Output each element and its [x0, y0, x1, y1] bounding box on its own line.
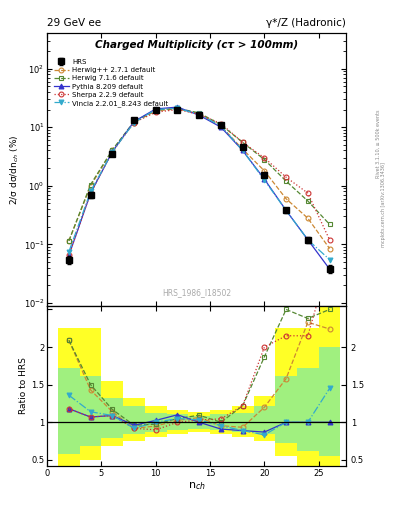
Line: Pythia 8.209 default: Pythia 8.209 default [66, 104, 332, 271]
Pythia 8.209 default [305, 237, 310, 243]
Herwig 7.1.6 default [284, 178, 288, 184]
Vincia 2.2.01_8.243 default [327, 257, 332, 263]
Text: HRS_1986_I18502: HRS_1986_I18502 [162, 288, 231, 297]
Vincia 2.2.01_8.243 default [110, 148, 115, 155]
Pythia 8.209 default [110, 148, 115, 155]
Herwig++ 2.7.1 default [240, 146, 245, 153]
Herwig 7.1.6 default [219, 122, 223, 128]
Herwig++ 2.7.1 default [88, 183, 93, 189]
Herwig 7.1.6 default [197, 110, 202, 116]
Pythia 8.209 default [66, 252, 71, 259]
Sherpa 2.2.9 default [197, 111, 202, 117]
Sherpa 2.2.9 default [240, 139, 245, 145]
Line: Herwig 7.1.6 default: Herwig 7.1.6 default [66, 106, 332, 243]
Sherpa 2.2.9 default [110, 148, 115, 155]
Herwig 7.1.6 default [305, 198, 310, 204]
Vincia 2.2.01_8.243 default [132, 119, 136, 125]
Herwig 7.1.6 default [175, 105, 180, 112]
Sherpa 2.2.9 default [262, 155, 267, 161]
Herwig++ 2.7.1 default [284, 196, 288, 202]
Text: 29 GeV ee: 29 GeV ee [47, 18, 101, 28]
Sherpa 2.2.9 default [88, 190, 93, 196]
Line: Vincia 2.2.01_8.243 default: Vincia 2.2.01_8.243 default [66, 106, 332, 262]
Text: γ*/Z (Hadronic): γ*/Z (Hadronic) [266, 18, 346, 28]
Sherpa 2.2.9 default [284, 174, 288, 180]
Pythia 8.209 default [327, 266, 332, 272]
Herwig 7.1.6 default [66, 238, 71, 244]
Herwig 7.1.6 default [132, 118, 136, 124]
Herwig++ 2.7.1 default [110, 147, 115, 154]
Herwig++ 2.7.1 default [262, 168, 267, 174]
Herwig++ 2.7.1 default [305, 215, 310, 221]
Sherpa 2.2.9 default [153, 109, 158, 115]
Sherpa 2.2.9 default [305, 190, 310, 196]
Herwig++ 2.7.1 default [175, 106, 180, 112]
Pythia 8.209 default [132, 118, 136, 124]
Pythia 8.209 default [153, 106, 158, 112]
Vincia 2.2.01_8.243 default [262, 177, 267, 183]
Y-axis label: 2/σ dσ/dn$_{ch}$ (%): 2/σ dσ/dn$_{ch}$ (%) [8, 134, 21, 205]
Sherpa 2.2.9 default [66, 252, 71, 259]
Pythia 8.209 default [262, 176, 267, 182]
Herwig 7.1.6 default [262, 157, 267, 163]
Vincia 2.2.01_8.243 default [284, 207, 288, 214]
Herwig++ 2.7.1 default [327, 245, 332, 251]
Text: Charged Multiplicity (cτ > 100mm): Charged Multiplicity (cτ > 100mm) [95, 40, 298, 50]
Vincia 2.2.01_8.243 default [88, 188, 93, 195]
Sherpa 2.2.9 default [219, 120, 223, 126]
Pythia 8.209 default [88, 190, 93, 196]
Sherpa 2.2.9 default [327, 237, 332, 243]
X-axis label: n$_{ch}$: n$_{ch}$ [187, 480, 206, 492]
Sherpa 2.2.9 default [175, 106, 180, 113]
Herwig++ 2.7.1 default [197, 111, 202, 117]
Vincia 2.2.01_8.243 default [219, 123, 223, 129]
Pythia 8.209 default [197, 112, 202, 118]
Vincia 2.2.01_8.243 default [153, 106, 158, 113]
Herwig 7.1.6 default [110, 147, 115, 153]
Herwig++ 2.7.1 default [132, 119, 136, 125]
Herwig 7.1.6 default [88, 181, 93, 187]
Herwig++ 2.7.1 default [219, 123, 223, 129]
Vincia 2.2.01_8.243 default [305, 237, 310, 243]
Herwig++ 2.7.1 default [66, 238, 71, 244]
Text: Rivet 3.1.10, ≥ 500k events: Rivet 3.1.10, ≥ 500k events [376, 109, 380, 178]
Pythia 8.209 default [284, 207, 288, 214]
Vincia 2.2.01_8.243 default [197, 111, 202, 117]
Legend: HRS, Herwig++ 2.7.1 default, Herwig 7.1.6 default, Pythia 8.209 default, Sherpa : HRS, Herwig++ 2.7.1 default, Herwig 7.1.… [53, 58, 169, 107]
Y-axis label: Ratio to HRS: Ratio to HRS [20, 357, 28, 414]
Herwig 7.1.6 default [153, 107, 158, 113]
Herwig 7.1.6 default [240, 139, 245, 145]
Line: Sherpa 2.2.9 default: Sherpa 2.2.9 default [66, 107, 332, 258]
Vincia 2.2.01_8.243 default [240, 147, 245, 154]
Pythia 8.209 default [240, 147, 245, 154]
Vincia 2.2.01_8.243 default [175, 105, 180, 112]
Text: mcplots.cern.ch [arXiv:1306.3436]: mcplots.cern.ch [arXiv:1306.3436] [381, 162, 386, 247]
Line: Herwig++ 2.7.1 default: Herwig++ 2.7.1 default [66, 106, 332, 251]
Herwig 7.1.6 default [327, 221, 332, 227]
Pythia 8.209 default [219, 124, 223, 130]
Pythia 8.209 default [175, 104, 180, 110]
Vincia 2.2.01_8.243 default [66, 249, 71, 255]
Herwig++ 2.7.1 default [153, 108, 158, 114]
Sherpa 2.2.9 default [132, 119, 136, 125]
